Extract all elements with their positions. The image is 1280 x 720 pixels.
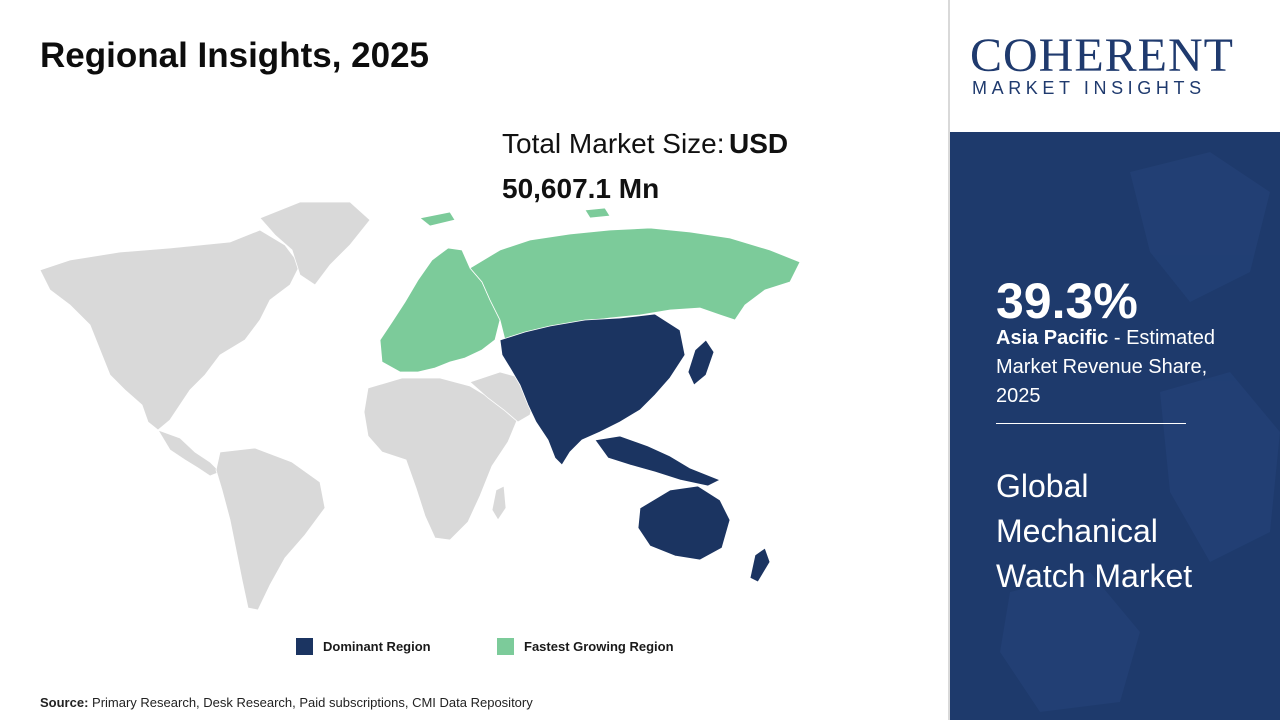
share-desc-text: - Estimated Market Revenue Share, 2025 xyxy=(996,327,1216,407)
panel-divider xyxy=(948,0,950,720)
legend-dominant: Dominant Region xyxy=(296,638,431,655)
market-name-line1: Global xyxy=(996,468,1089,504)
panel-texture xyxy=(1000,152,1280,712)
region-south-america xyxy=(215,447,326,611)
region-new-zealand xyxy=(749,547,771,583)
logo-main-text: COHERENT xyxy=(970,29,1234,82)
region-japan xyxy=(687,339,715,386)
region-southeast-asia xyxy=(594,435,721,487)
region-north-america xyxy=(39,229,301,431)
market-size-value: 50,607.1 Mn xyxy=(502,173,660,204)
region-australia xyxy=(637,485,731,561)
share-description: Asia Pacific - Estimated Market Revenue … xyxy=(996,324,1246,411)
world-map xyxy=(30,190,820,620)
share-region: Asia Pacific xyxy=(996,327,1109,349)
share-percentage: 39.3% xyxy=(996,273,1138,329)
legend-fastest-label: Fastest Growing Region xyxy=(524,639,674,654)
region-greenland xyxy=(259,201,371,286)
region-central-america xyxy=(157,429,221,477)
right-panel: COHERENT MARKET INSIGHTS 39.3% Asia Paci… xyxy=(950,0,1280,720)
logo-sub-text: MARKET INSIGHTS xyxy=(972,78,1206,98)
legend-fastest: Fastest Growing Region xyxy=(497,638,674,655)
total-market-size: Total Market Size: USD 50,607.1 Mn xyxy=(502,124,788,214)
panel-rule xyxy=(996,423,1186,424)
highlight-panel: 39.3% Asia Pacific - Estimated Market Re… xyxy=(950,132,1280,720)
market-name: Global Mechanical Watch Market xyxy=(996,464,1256,599)
source-note: Source: Primary Research, Desk Research,… xyxy=(40,695,533,710)
legend-dominant-label: Dominant Region xyxy=(323,639,431,654)
market-name-line2: Mechanical xyxy=(996,513,1158,549)
region-svalbard xyxy=(584,207,611,219)
region-madagascar xyxy=(491,485,507,521)
source-label: Source: xyxy=(40,695,89,710)
legend-dominant-swatch xyxy=(296,638,313,655)
logo: COHERENT MARKET INSIGHTS xyxy=(950,0,1280,132)
market-size-currency: USD xyxy=(728,128,789,159)
region-asia-mainland xyxy=(499,313,686,466)
source-text: Primary Research, Desk Research, Paid su… xyxy=(92,695,533,710)
market-name-line3: Watch Market xyxy=(996,558,1193,594)
region-middle-east xyxy=(469,371,536,423)
left-panel: Regional Insights, 2025 Total Market Siz… xyxy=(30,36,820,710)
legend-fastest-swatch xyxy=(497,638,514,655)
region-novaya-zemlya xyxy=(419,211,456,227)
market-size-label: Total Market Size: xyxy=(502,128,725,159)
region-africa xyxy=(363,377,519,541)
page-title: Regional Insights, 2025 xyxy=(40,36,429,75)
